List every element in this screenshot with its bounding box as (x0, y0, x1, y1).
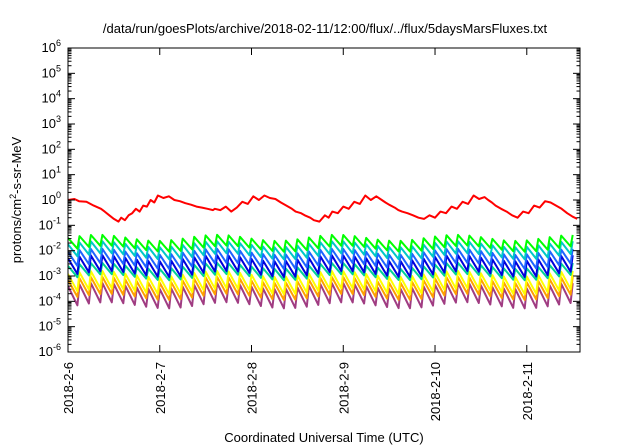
y-tick-label: 105 (42, 63, 61, 80)
y-tick-label: 102 (42, 139, 61, 156)
x-tick-label: 2018-2-8 (245, 362, 260, 414)
y-axis: 106 105 104 103 102 101 100 10-1 10-2 10-3 10-4 10-… (39, 38, 580, 359)
y-tick-label: 10-3 (39, 266, 61, 283)
y-tick-label: 100 (42, 190, 61, 207)
y-tick-label: 103 (42, 114, 61, 131)
series-line (68, 247, 574, 270)
y-tick-label: 10-4 (39, 291, 61, 308)
y-tick-label: 10-1 (39, 215, 61, 232)
series-line (68, 270, 574, 296)
x-axis: 2018-2-6 2018-2-7 2018-2-8 2018-2-9 2018-2-1… (61, 48, 535, 421)
series-line (68, 194, 578, 223)
series-line (68, 240, 574, 261)
y-tick-label: 10-2 (39, 241, 61, 258)
series-line (68, 233, 574, 253)
series-layer (68, 194, 578, 310)
x-tick-label: 2018-2-6 (61, 362, 76, 414)
y-tick-label: 101 (42, 165, 61, 182)
y-tick-label: 106 (42, 38, 61, 55)
y-tick-label: 104 (42, 89, 61, 106)
y-tick-label: 10-6 (39, 342, 61, 359)
y-tick-label: 10-5 (39, 317, 61, 334)
plot-frame (67, 47, 581, 353)
x-tick-label: 2018-2-7 (153, 362, 168, 414)
chart-title: /data/run/goesPlots/archive/2018-02-11/1… (103, 21, 548, 36)
x-tick-label: 2018-2-9 (336, 362, 351, 414)
x-tick-label: 2018-2-11 (520, 362, 535, 420)
y-axis-label: protons/cm2-s-sr-MeV (8, 136, 24, 263)
x-tick-label: 2018-2-10 (428, 362, 443, 421)
x-axis-label: Coordinated Universal Time (UTC) (224, 430, 423, 445)
